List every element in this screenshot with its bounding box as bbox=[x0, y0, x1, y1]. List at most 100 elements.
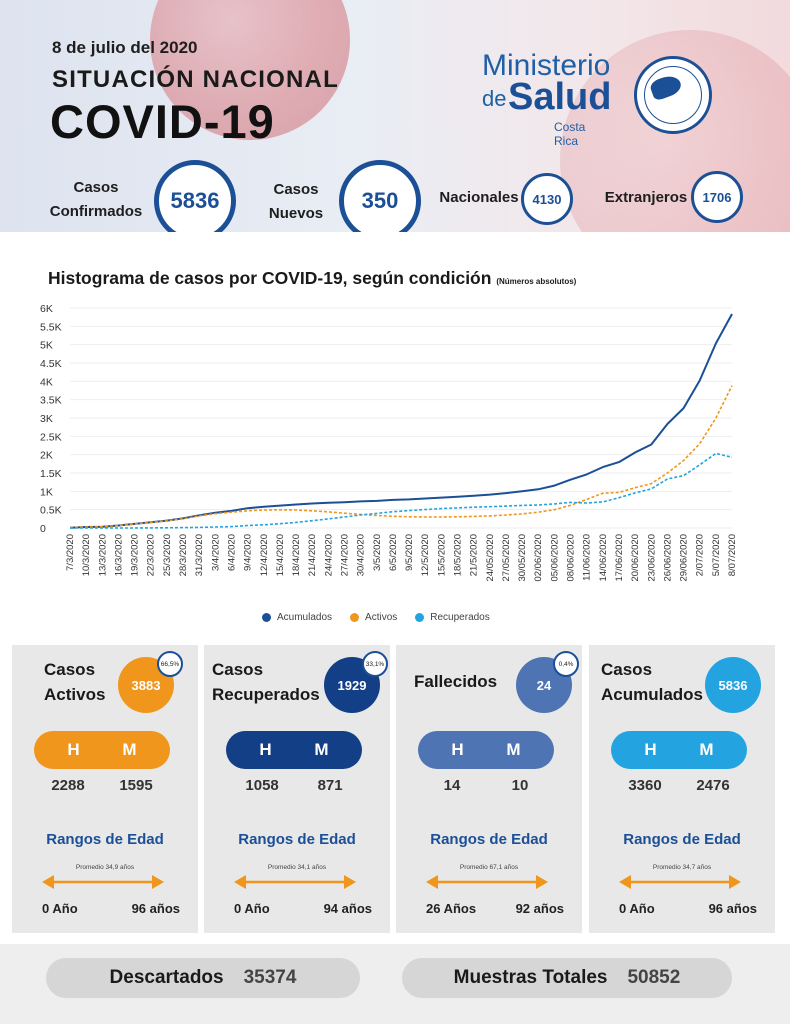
double-arrow-icon bbox=[619, 875, 741, 889]
age-min: 26 Años bbox=[426, 901, 477, 916]
gender-pill: H M bbox=[611, 731, 747, 769]
stat-label-line: Casos bbox=[273, 181, 319, 198]
y-tick-label: 3K bbox=[40, 413, 53, 425]
header-banner: 8 de julio del 2020 SITUACIÓN NACIONAL C… bbox=[0, 0, 790, 232]
y-tick-label: 4.5K bbox=[40, 358, 62, 370]
legend-label: Recuperados bbox=[430, 612, 490, 623]
legend-dot-icon bbox=[415, 613, 425, 622]
descartados-value: 35374 bbox=[243, 967, 297, 988]
x-tick-label: 16/3/2020 bbox=[113, 534, 124, 576]
legend-item-activos: Activos bbox=[350, 612, 397, 623]
descartados-label: Descartados bbox=[109, 967, 224, 988]
age-max: 94 años bbox=[323, 901, 372, 916]
series-line-activos bbox=[69, 385, 733, 529]
x-tick-label: 21/4/2020 bbox=[307, 534, 318, 576]
x-tick-label: 05/06/2020 bbox=[549, 534, 560, 582]
y-tick-label: 6K bbox=[40, 303, 53, 315]
age-max: 92 años bbox=[515, 901, 564, 916]
card-title-line: Casos bbox=[44, 660, 96, 679]
stat-extranjeros-value: 1706 bbox=[691, 171, 743, 223]
ministry-seal-icon bbox=[634, 56, 712, 134]
age-average: Promedio 67,1 años bbox=[459, 864, 519, 871]
x-tick-label: 19/3/2020 bbox=[130, 534, 141, 576]
card-title: Fallecidos bbox=[414, 669, 497, 694]
x-tick-label: 2/07/2020 bbox=[695, 534, 706, 576]
x-tick-label: 29/06/2020 bbox=[679, 534, 690, 582]
age-average: Promedio 34,7 años bbox=[652, 864, 712, 871]
stat-extranjeros-label: Extranjeros bbox=[604, 189, 688, 206]
card-title-line: Activos bbox=[44, 685, 106, 704]
stat-confirmados-label: Casos Confirmados bbox=[44, 176, 148, 224]
x-tick-label: 6/5/2020 bbox=[388, 534, 399, 571]
gender-h-label: H bbox=[67, 740, 80, 759]
gender-values: 1058 871 bbox=[226, 777, 362, 794]
card-title-line: Casos bbox=[212, 660, 264, 679]
x-tick-label: 02/06/2020 bbox=[533, 534, 544, 582]
x-tick-label: 9/5/2020 bbox=[404, 534, 415, 571]
x-tick-label: 30/4/2020 bbox=[356, 534, 367, 576]
x-tick-label: 10/3/2020 bbox=[81, 534, 92, 576]
gender-pill: H M bbox=[418, 731, 554, 769]
x-tick-label: 28/3/2020 bbox=[178, 534, 189, 576]
logo-de: de bbox=[482, 86, 507, 111]
gender-h-value: 2288 bbox=[51, 777, 85, 794]
age-max: 96 años bbox=[131, 901, 180, 916]
stat-label-line: Confirmados bbox=[49, 203, 143, 220]
x-tick-label: 22/3/2020 bbox=[146, 534, 157, 576]
x-tick-label: 18/5/2020 bbox=[453, 534, 464, 576]
x-tick-label: 20/06/2020 bbox=[630, 534, 641, 582]
chart-title: Histograma de casos por COVID-19, según … bbox=[48, 268, 576, 289]
card-activos: Casos Activos 3883 66,5% H M 2288 1595 R… bbox=[12, 645, 198, 933]
legend-dot-icon bbox=[262, 613, 271, 622]
x-tick-label: 26/06/2020 bbox=[662, 534, 673, 582]
gender-h-value: 1058 bbox=[245, 777, 279, 794]
x-tick-label: 12/5/2020 bbox=[420, 534, 431, 576]
logo-ministerio: Ministerio bbox=[482, 49, 611, 82]
legend-item-recuperados: Recuperados bbox=[415, 612, 490, 623]
gender-m-label: M bbox=[122, 740, 137, 759]
x-tick-label: 18/4/2020 bbox=[291, 534, 302, 576]
card-title-line: Casos bbox=[601, 660, 653, 679]
double-arrow-icon bbox=[426, 875, 548, 889]
gender-h-value: 14 bbox=[443, 777, 461, 794]
series-line-acumulados bbox=[69, 313, 733, 529]
x-tick-label: 8/07/2020 bbox=[727, 534, 738, 576]
y-tick-label: 0.5K bbox=[40, 505, 62, 517]
x-tick-label: 5/07/2020 bbox=[711, 534, 722, 576]
double-arrow-icon bbox=[234, 875, 356, 889]
card-percent: 0,4% bbox=[553, 651, 579, 677]
card-title: Casos Activos bbox=[44, 657, 105, 707]
x-tick-label: 27/4/2020 bbox=[339, 534, 350, 576]
legend-dot-icon bbox=[350, 613, 360, 622]
legend-item-acumulados: Acumulados bbox=[262, 612, 332, 623]
stat-nuevos-value: 350 bbox=[339, 160, 421, 232]
card-title-line: Fallecidos bbox=[414, 672, 498, 691]
card-value: 5836 bbox=[705, 657, 761, 713]
muestras-label: Muestras Totales bbox=[453, 967, 608, 988]
y-tick-label: 5K bbox=[40, 340, 53, 352]
x-tick-label: 15/5/2020 bbox=[436, 534, 447, 576]
chart-legend: Acumulados Activos Recuperados bbox=[262, 612, 490, 623]
y-tick-label: 0 bbox=[40, 523, 46, 535]
gender-m-value: 2476 bbox=[696, 777, 730, 794]
gender-values: 14 10 bbox=[418, 777, 554, 794]
y-tick-label: 1K bbox=[40, 486, 53, 498]
age-max: 96 años bbox=[708, 901, 757, 916]
y-tick-label: 4K bbox=[40, 376, 53, 388]
age-average: Promedio 34,9 años bbox=[75, 864, 135, 871]
title-line-2: COVID-19 bbox=[50, 95, 275, 148]
x-tick-label: 13/3/2020 bbox=[97, 534, 108, 576]
y-tick-label: 2.5K bbox=[40, 431, 62, 443]
gender-m-value: 1595 bbox=[119, 777, 153, 794]
y-tick-label: 5.5K bbox=[40, 321, 62, 333]
gender-pill: H M bbox=[226, 731, 362, 769]
chart-title-text: Histograma de casos por COVID-19, según … bbox=[48, 268, 492, 288]
muestras-value: 50852 bbox=[627, 967, 681, 988]
x-tick-label: 21/5/2020 bbox=[469, 534, 480, 576]
card-percent: 33,1% bbox=[362, 651, 388, 677]
logo-salud: Salud bbox=[508, 76, 612, 118]
gender-m-value: 871 bbox=[317, 777, 343, 794]
x-tick-label: 11/06/2020 bbox=[582, 534, 593, 581]
x-tick-label: 6/4/2020 bbox=[226, 534, 237, 571]
logo-country: Costa Rica bbox=[554, 120, 586, 148]
